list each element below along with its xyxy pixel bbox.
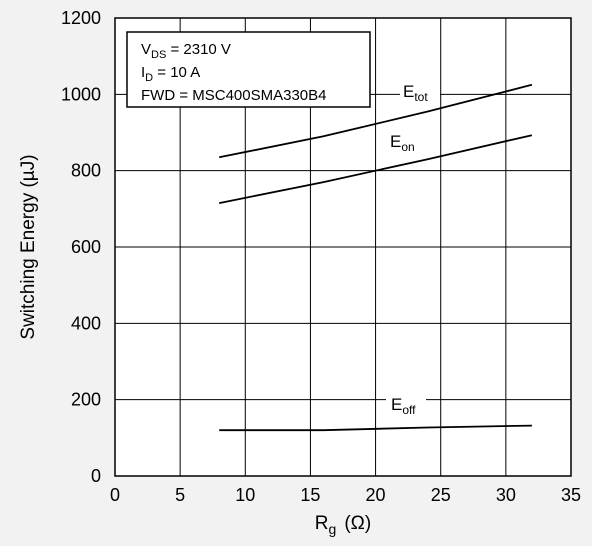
- y-tick-label: 800: [71, 161, 101, 181]
- annotation-vds-rest: = 2310 V: [166, 41, 231, 58]
- y-tick-label: 200: [71, 390, 101, 410]
- x-tick-label: 25: [431, 485, 451, 505]
- x-tick-labels: 0 5 10 15 20 25 30 35: [110, 485, 581, 505]
- annotation-id-main: I: [141, 64, 145, 81]
- annotation-vds-sub: DS: [151, 49, 166, 61]
- label-eoff-bg: [386, 393, 426, 419]
- series-lines: [219, 83, 533, 432]
- x-axis-title-sub: g: [329, 521, 337, 537]
- annotation-box-frame: [126, 31, 371, 108]
- x-axis-title: Rg (Ω): [315, 513, 371, 537]
- annotation-id: ID = 10 A: [141, 64, 200, 84]
- y-tick-label: 600: [71, 237, 101, 257]
- x-tick-label: 30: [496, 485, 516, 505]
- y-tick-label: 1200: [61, 8, 101, 28]
- x-tick-label: 20: [366, 485, 386, 505]
- y-tick-label: 1000: [61, 84, 101, 104]
- annotation-box: VDS = 2310 V ID = 10 A FWD = MSC400SMA33…: [126, 31, 371, 108]
- annotation-vds-main: V: [141, 41, 151, 58]
- label-etot-text: Etot: [403, 82, 428, 104]
- x-tick-label: 5: [175, 485, 185, 505]
- label-etot-main: E: [403, 82, 414, 101]
- plot-frame: [114, 17, 572, 477]
- x-tick-label: 35: [561, 485, 581, 505]
- x-axis-title-main: R: [315, 513, 329, 534]
- label-eon-sub: on: [401, 140, 414, 154]
- annotation-fwd: FWD = MSC400SMA330B4: [141, 87, 327, 104]
- label-eoff-main: E: [391, 395, 402, 414]
- x-tick-label: 10: [235, 485, 255, 505]
- label-eon: Eon: [390, 132, 415, 154]
- label-etot: Etot: [400, 80, 440, 104]
- label-eon-main: E: [390, 132, 401, 151]
- y-axis-title: Switching Energy (µJ): [18, 154, 39, 339]
- annotation-vds: VDS = 2310 V: [141, 41, 231, 61]
- x-tick-label: 15: [300, 485, 320, 505]
- annotation-id-rest: = 10 A: [153, 64, 200, 81]
- x-axis-title-unit: (Ω): [344, 513, 371, 534]
- y-tick-label: 400: [71, 313, 101, 333]
- label-eoff-sub: off: [402, 403, 416, 417]
- label-eoff-text: Eoff: [391, 395, 416, 417]
- label-eon-text: Eon: [390, 132, 415, 154]
- annotation-fwd-main: FWD = MSC400SMA330B4: [141, 87, 327, 104]
- series-line-tot: [219, 83, 533, 159]
- y-tick-label: 0: [91, 466, 101, 486]
- series-line-off: [219, 424, 532, 432]
- series-line-on: [219, 134, 533, 204]
- label-eoff: Eoff: [386, 393, 426, 419]
- label-etot-sub: tot: [414, 90, 428, 104]
- y-tick-labels: 0 200 400 600 800 1000 1200: [61, 8, 101, 486]
- annotation-id-sub: D: [145, 72, 153, 84]
- x-tick-label: 0: [110, 485, 120, 505]
- label-etot-bg: [400, 80, 440, 104]
